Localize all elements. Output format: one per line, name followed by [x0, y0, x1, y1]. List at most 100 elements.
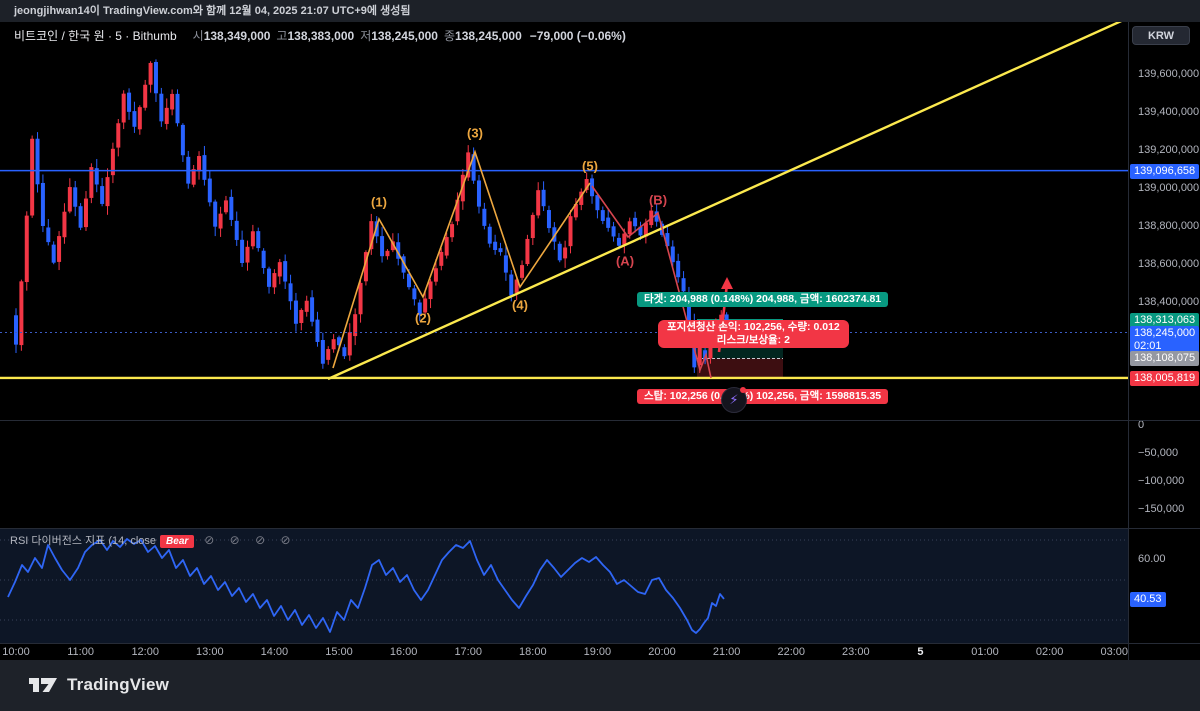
- candle-down: [132, 111, 137, 127]
- time-label: 15:00: [325, 646, 353, 658]
- candle-up: [277, 262, 282, 277]
- candle-down: [229, 196, 234, 220]
- candle-up: [579, 191, 584, 205]
- candle-down: [600, 210, 605, 221]
- candle-down: [665, 233, 670, 247]
- position-target-label[interactable]: 타겟: 204,988 (0.148%) 204,988, 금액: 160237…: [637, 292, 889, 307]
- symbol-legend[interactable]: 비트코인 / 한국 원 · 5 · Bithumb 시138,349,000 고13…: [14, 27, 626, 43]
- ohlc-value: 138,349,000: [203, 29, 271, 43]
- price-label-pill: 138,313,063: [1130, 312, 1200, 328]
- candle-down: [78, 206, 83, 228]
- wave-label-B[interactable]: (B): [648, 192, 668, 208]
- candle-down: [180, 124, 185, 156]
- candle-down: [35, 138, 40, 185]
- candle-up: [191, 169, 196, 185]
- price-tick: 139,200,000: [1138, 143, 1200, 156]
- candle-up: [439, 251, 444, 266]
- time-label: 17:00: [454, 646, 482, 658]
- candle-down: [240, 239, 245, 264]
- candle-up: [24, 215, 29, 283]
- currency-toggle-button[interactable]: KRW: [1132, 26, 1190, 45]
- price-label-pill: 138,005,819: [1130, 370, 1200, 386]
- pane-separator[interactable]: [0, 420, 1200, 421]
- position-info-line1: 포지션청산 손익: 102,256, 수량: 0.012: [667, 321, 840, 333]
- candle-down: [267, 268, 272, 287]
- candle-up: [197, 156, 202, 172]
- ascending-trend-line[interactable]: [327, 22, 1128, 381]
- wave-label-3[interactable]: (3): [467, 125, 483, 141]
- price-axis[interactable]: 139,600,000 139,400,000 139,200,000 139,000…: [1128, 22, 1200, 660]
- time-label: 21:00: [712, 646, 741, 658]
- candle-up: [358, 282, 363, 315]
- up-arrow-head[interactable]: [721, 277, 733, 289]
- bar-countdown: 02:01: [1134, 340, 1162, 353]
- wave-label-2[interactable]: (2): [415, 310, 431, 326]
- candle-down: [654, 211, 659, 222]
- price-tick: 138,600,000: [1138, 257, 1200, 270]
- wave-label-A[interactable]: (A): [615, 253, 635, 269]
- candle-down: [406, 273, 411, 288]
- candle-up: [19, 281, 24, 346]
- time-axis[interactable]: 10:00 11:00 12:00 13:00 14:00 15:00 16:00 17:00…: [0, 643, 1128, 660]
- candle-up: [385, 250, 390, 257]
- candle-up: [143, 84, 148, 108]
- wave-label-4[interactable]: (4): [512, 297, 528, 313]
- candle-up: [708, 338, 713, 359]
- ohlc-value: 138,383,000: [287, 29, 355, 43]
- price-label-pill: 139,096,658: [1130, 163, 1200, 179]
- candle-up: [466, 152, 471, 178]
- tradingview-logo-text: TradingView: [67, 675, 170, 694]
- impulse-wave-line[interactable]: [332, 149, 591, 369]
- candle-up: [444, 237, 449, 256]
- time-label: 10:00: [2, 646, 30, 658]
- price-chart[interactable]: [0, 22, 1128, 643]
- candle-up: [573, 204, 578, 218]
- symbol-title: 비트코인 / 한국 원 · 5 · Bithumb: [14, 29, 177, 43]
- candle-down: [476, 180, 481, 207]
- tradingview-logo[interactable]: TradingView: [28, 674, 169, 696]
- pane2-tick: 0: [1138, 419, 1145, 431]
- candle-up: [83, 198, 88, 228]
- candle-up: [697, 346, 702, 366]
- wave-label-1[interactable]: (1): [371, 194, 387, 210]
- lightning-icon[interactable]: ⚡: [721, 387, 747, 413]
- corrective-wave-line[interactable]: [591, 185, 712, 379]
- candle-down: [202, 155, 207, 180]
- pane-separator[interactable]: [0, 528, 1200, 529]
- candle-up: [304, 300, 309, 312]
- time-label: 18:00: [519, 646, 547, 658]
- candle-down: [498, 248, 503, 253]
- notification-dot: [740, 387, 746, 393]
- time-label: 01:00: [971, 646, 999, 658]
- candle-up: [369, 221, 374, 250]
- time-label: 19:00: [583, 646, 612, 658]
- position-stop-label[interactable]: 스탑: 102,256 (0.074%) 102,256, 금액: 159881…: [637, 389, 889, 404]
- candle-up: [530, 214, 535, 239]
- candle-up: [347, 332, 352, 356]
- rsi-tick: 60.00: [1138, 553, 1166, 565]
- wave-label-5[interactable]: (5): [582, 158, 598, 174]
- price-tick: 138,400,000: [1138, 296, 1200, 308]
- pane2-tick: −50,000: [1138, 446, 1179, 459]
- time-label: 23:00: [842, 646, 870, 658]
- position-info-label[interactable]: 포지션청산 손익: 102,256, 수량: 0.012 리스크/보상율: 2: [658, 320, 849, 348]
- candle-down: [616, 237, 621, 246]
- time-label: 02:00: [1035, 646, 1064, 658]
- candle-down: [100, 186, 105, 204]
- pane2-tick: −150,000: [1138, 502, 1185, 515]
- candle-up: [563, 247, 568, 259]
- candle-down: [676, 260, 681, 278]
- position-loss-zone[interactable]: [697, 358, 783, 378]
- candle-down: [595, 195, 600, 211]
- candle-down: [127, 92, 132, 112]
- candle-down: [633, 217, 638, 227]
- candle-down: [638, 226, 643, 236]
- position-info-line2: 리스크/보상율: 2: [716, 334, 790, 346]
- price-label-pill: 138,108,075: [1130, 351, 1200, 367]
- price-label-pill: 138,245,000 02:01: [1130, 326, 1200, 355]
- candle-down: [487, 226, 492, 244]
- rsi-indicator-legend[interactable]: RSI 다이버전스 지표 (14, close Bear ⊘ ⊘ ⊘ ⊘: [10, 532, 297, 548]
- time-label: 16:00: [389, 646, 418, 658]
- ohlc-value: 138,245,000: [371, 29, 438, 43]
- candle-up: [390, 241, 395, 251]
